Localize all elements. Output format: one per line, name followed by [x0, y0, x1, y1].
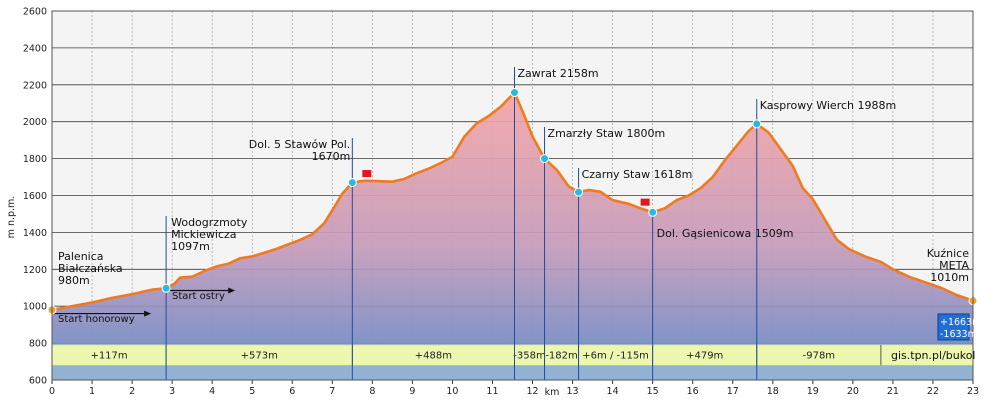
y-tick-label: 2400: [23, 43, 47, 54]
y-tick-label: 1200: [23, 265, 47, 276]
segment-label: +6m / -115m: [582, 351, 649, 362]
x-tick-label: 4: [209, 386, 215, 397]
y-tick-label: 2000: [23, 117, 47, 128]
x-tick-label: 14: [607, 386, 619, 397]
waypoint-label: Zmarzły Staw 1800m: [548, 127, 666, 140]
x-tick-label: 15: [647, 386, 659, 397]
x-tick-label: 13: [567, 386, 579, 397]
waypoint-marker: [161, 283, 171, 293]
segment-band: +117m +573m +488m -358m -182m +6m / -115m +479…: [51, 344, 974, 366]
waypoint-label: Czarny Staw 1618m: [582, 168, 693, 181]
total-ascent-label: +1663m: [940, 317, 981, 328]
waypoint-label: Kuźnice: [927, 247, 969, 260]
source-label: gis.tpn.pl/bukol: [891, 349, 976, 362]
waypoint-label: Zawrat 2158m: [518, 67, 599, 80]
x-tick-label: 0: [49, 386, 55, 397]
x-tick-label: 6: [289, 386, 295, 397]
segment-label: +117m: [90, 351, 127, 362]
start-honorowy-label: Start honorowy: [58, 314, 135, 325]
x-tick-label: 1: [89, 386, 95, 397]
y-tick-label: 2200: [23, 80, 47, 91]
x-tick-label: 17: [727, 386, 739, 397]
x-tick-label: 21: [887, 386, 899, 397]
waypoint-label: Białczańska: [58, 262, 123, 275]
segment-label: +488m: [415, 351, 452, 362]
waypoint-label: Wodogrzmoty: [171, 216, 248, 229]
arrow-head: [228, 287, 236, 294]
waypoint-marker: [540, 154, 550, 164]
y-tick-label: 1000: [23, 302, 47, 313]
waypoint-label: META: [939, 259, 969, 272]
annotations: Start honorowy Start ostry gis.tpn.pl/bu…: [6, 196, 981, 398]
y-axis-label: m n.p.m.: [6, 196, 17, 239]
segment-label: -358m: [513, 351, 545, 362]
totals-box: [937, 313, 970, 341]
waypoint-label: Palenica: [58, 250, 104, 263]
waypoint-label: Kasprowy Wierch 1988m: [760, 99, 896, 112]
x-tick-label: 9: [409, 386, 415, 397]
x-tick-label: 16: [687, 386, 699, 397]
x-tick-label: 8: [369, 386, 375, 397]
y-tick-label: 1600: [23, 191, 47, 202]
x-tick-label: 3: [169, 386, 175, 397]
hut-icon: [362, 170, 372, 178]
waypoint-marker: [347, 178, 357, 188]
segment-label: -978m: [803, 351, 835, 362]
profile-fill: [52, 92, 973, 380]
x-tick-label: 7: [329, 386, 335, 397]
x-tick-label: 12: [526, 386, 538, 397]
waypoint-marker: [574, 187, 584, 197]
x-tick-label: 23: [967, 386, 979, 397]
segment-label: +479m: [686, 351, 723, 362]
hut-icon: [640, 198, 650, 206]
plot-border: [51, 10, 974, 381]
x-tick-label: 5: [249, 386, 255, 397]
waypoint-label: Mickiewicza: [171, 228, 236, 241]
segment-label: -182m: [545, 351, 577, 362]
y-tick-label: 600: [29, 376, 47, 387]
y-tick-label: 1400: [23, 228, 47, 239]
x-tick-label: 11: [486, 386, 498, 397]
arrow-head: [144, 310, 152, 317]
waypoint-label: 1010m: [930, 271, 969, 284]
start-ostry-label: Start ostry: [172, 291, 225, 302]
x-tick-label: 2: [129, 386, 135, 397]
axes: 6008001000120014001600180020002200240026…: [23, 7, 979, 398]
waypoint-label: Dol. Gąsienicowa 1509m: [657, 227, 794, 240]
x-tick-label: 19: [807, 386, 819, 397]
waypoint-marker: [752, 119, 762, 129]
x-tick-label: 22: [927, 386, 939, 397]
waypoint-label: 1670m: [312, 150, 351, 163]
y-tick-label: 2600: [23, 7, 47, 18]
waypoint-label: 980m: [58, 274, 90, 287]
segment-label: +573m: [241, 351, 278, 362]
waypoint-marker: [510, 88, 520, 98]
x-tick-label: 10: [446, 386, 458, 397]
x-tick-label: 20: [847, 386, 859, 397]
y-tick-label: 1800: [23, 154, 47, 165]
x-axis-label: km: [545, 387, 560, 398]
x-tick-label: 18: [767, 386, 779, 397]
total-descent-label: -1633m: [940, 329, 977, 340]
profile-line: [51, 91, 974, 312]
waypoint-label: 1097m: [171, 240, 210, 253]
waypoint-label: Dol. 5 Stawów Pol.: [249, 138, 351, 151]
y-tick-label: 800: [29, 339, 47, 350]
waypoint-marker: [648, 207, 658, 217]
